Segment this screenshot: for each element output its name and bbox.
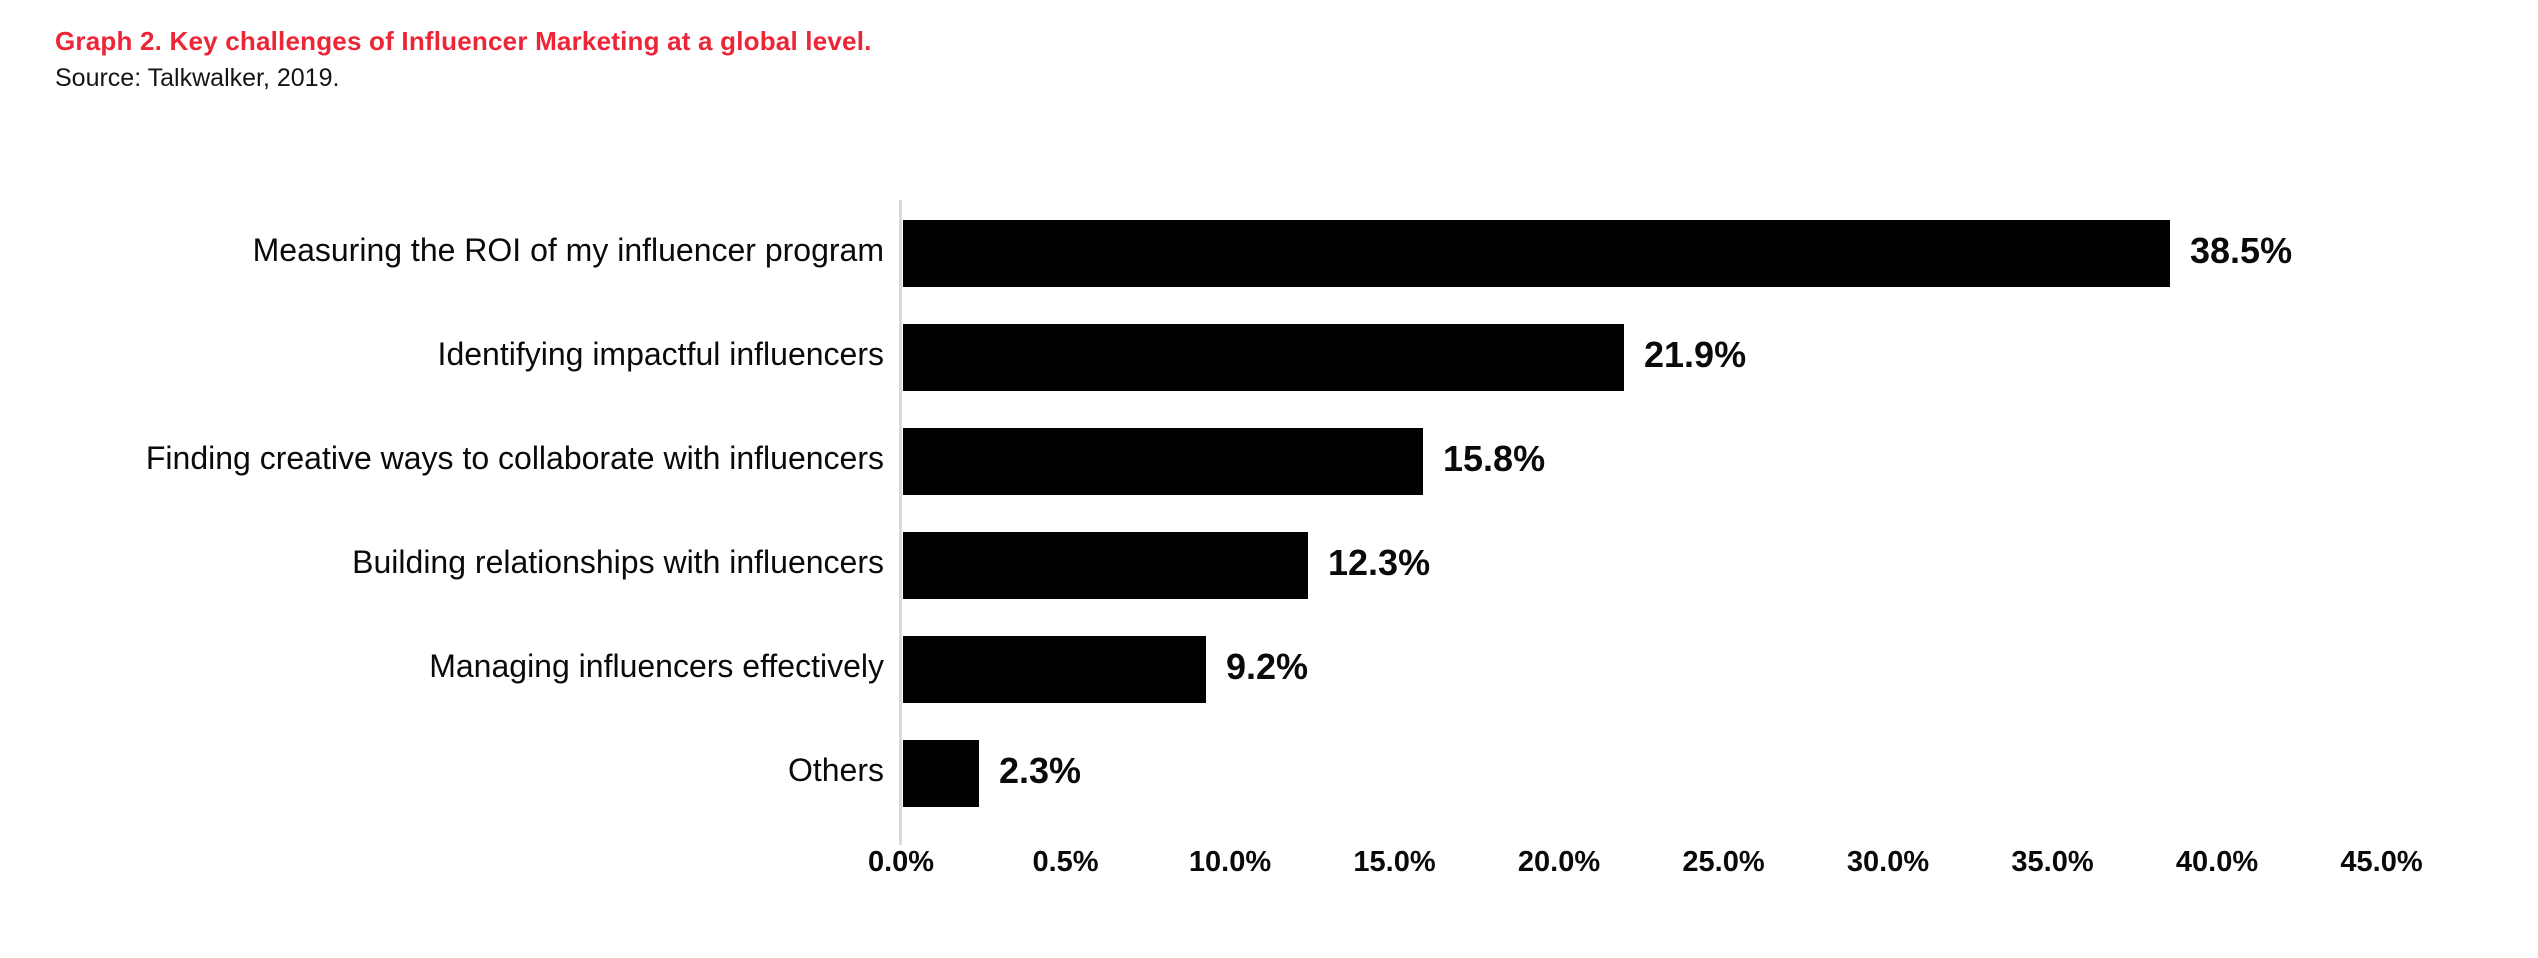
category-label: Others: [787, 752, 884, 788]
x-axis-tick-label: 30.0%: [1846, 846, 1930, 878]
value-label: 38.5%: [2190, 230, 2293, 271]
x-axis-tick-label: 35.0%: [2011, 846, 2094, 878]
bar: [903, 740, 979, 807]
x-axis-tick-label: 10.0%: [1188, 846, 1272, 878]
bar: [903, 636, 1206, 703]
value-label: 15.8%: [1443, 438, 1546, 479]
x-axis-tick-label: 0.5%: [1032, 846, 1099, 878]
category-label: Measuring the ROI of my influencer progr…: [252, 232, 884, 268]
y-axis-line: [899, 200, 902, 845]
value-label: 12.3%: [1328, 542, 1431, 583]
bar: [903, 532, 1308, 599]
value-label: 9.2%: [1226, 646, 1309, 687]
x-axis-tick-label: 45.0%: [2340, 846, 2423, 878]
bar: [903, 324, 1624, 391]
bar: [903, 428, 1423, 495]
x-axis-tick-label: 20.0%: [1517, 846, 1601, 878]
value-label: 21.9%: [1644, 334, 1747, 375]
x-axis-tick-label: 40.0%: [2175, 846, 2259, 878]
chart-title: Graph 2. Key challenges of Influencer Ma…: [55, 26, 872, 56]
value-label: 2.3%: [999, 750, 1082, 791]
chart-source: Source: Talkwalker, 2019.: [55, 64, 340, 92]
bar: [903, 220, 2170, 287]
x-axis-tick-label: 25.0%: [1682, 846, 1765, 878]
category-label: Finding creative ways to collaborate wit…: [145, 440, 884, 476]
x-axis-tick-label: 15.0%: [1353, 846, 1436, 878]
category-label: Managing influencers effectively: [429, 648, 884, 684]
x-axis-tick-label: 0.0%: [867, 846, 935, 878]
category-label: Building relationships with influencers: [352, 544, 884, 580]
category-label: Identifying impactful influencers: [437, 336, 884, 372]
